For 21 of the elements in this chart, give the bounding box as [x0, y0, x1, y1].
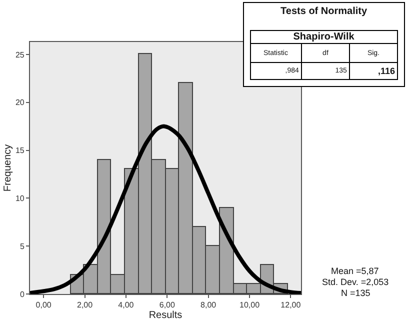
y-tick-label: 20 — [15, 98, 25, 108]
y-tick-label: 15 — [15, 146, 25, 156]
text: N =135 — [341, 288, 370, 298]
x-axis-title: Results — [148, 310, 182, 322]
x-tick-label: 6,00 — [159, 300, 176, 310]
x-tick-label: 8,00 — [200, 300, 217, 310]
y-tick-label: 0 — [20, 290, 25, 299]
x-tick-label: 2,00 — [76, 300, 94, 310]
y-axis-title: Frequency — [2, 144, 14, 192]
annotation: Shapiro-Wilk — [293, 32, 355, 42]
x-tick-label: 4,00 — [118, 300, 134, 310]
text: Std. Dev. =2,053 — [322, 277, 389, 287]
text: ,116 — [378, 66, 395, 76]
y-tick-label: 10 — [15, 194, 25, 203]
x-tick-label: 12,00 — [280, 300, 302, 310]
text: Tests of Normality — [280, 6, 368, 17]
text: Mean =5,87 — [331, 266, 379, 276]
y-tick-label: 25 — [15, 50, 25, 60]
x-tick-label: 10,00 — [240, 300, 260, 310]
y-tick-label: 5 — [20, 242, 25, 251]
x-tick-label: 0,00 — [36, 300, 52, 310]
